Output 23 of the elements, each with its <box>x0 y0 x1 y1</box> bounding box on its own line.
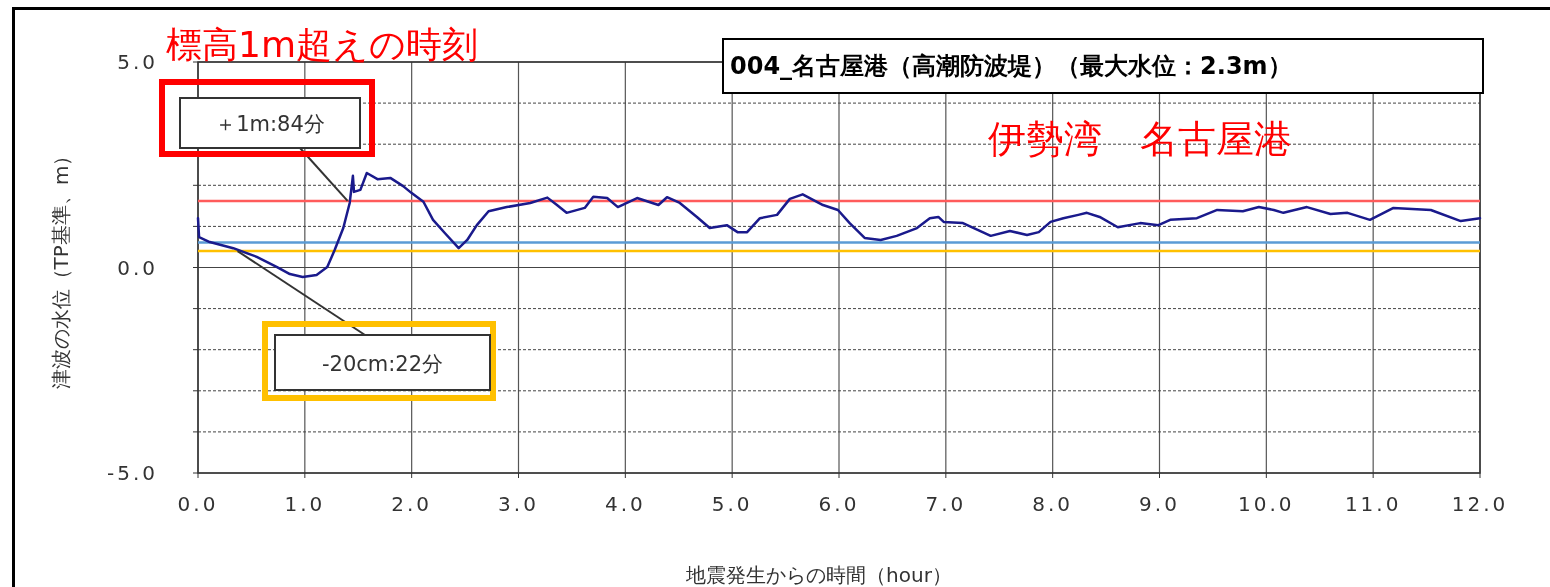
y-axis-title: 津波の水位（TP基準、m） <box>49 145 73 390</box>
y-tick-label: -5.0 <box>106 461 158 485</box>
x-tick-label: 12.0 <box>1451 492 1509 516</box>
x-tick-label: 4.0 <box>604 492 646 516</box>
x-tick-label: 10.0 <box>1238 492 1295 516</box>
y-tick-label: 0.0 <box>117 255 158 280</box>
annotation: 標高1m超えの時刻 <box>166 24 478 65</box>
x-tick-label: 5.0 <box>711 492 753 516</box>
x-tick-label: 7.0 <box>925 492 967 516</box>
x-tick-label: 3.0 <box>498 492 539 516</box>
x-tick-label: 2.0 <box>391 492 433 516</box>
x-tick-label: 9.0 <box>1139 492 1180 516</box>
x-tick-label: 11.0 <box>1344 492 1402 516</box>
y-tick-label: 5.0 <box>117 50 158 74</box>
annotation: ＋1m:84分 <box>215 112 325 136</box>
x-tick-label: 6.0 <box>818 492 860 516</box>
annotation: -20cm:22分 <box>321 351 444 376</box>
x-axis-title: 地震発生からの時間（hour） <box>685 563 952 587</box>
chart-title: 004_名古屋港（高潮防波堤）（最大水位：2.3m） <box>730 52 1292 80</box>
line-series <box>196 171 1482 279</box>
x-tick-label: 1.0 <box>284 492 326 516</box>
x-tick-label: 8.0 <box>1032 492 1074 516</box>
x-tick-label: 0.0 <box>177 492 219 516</box>
